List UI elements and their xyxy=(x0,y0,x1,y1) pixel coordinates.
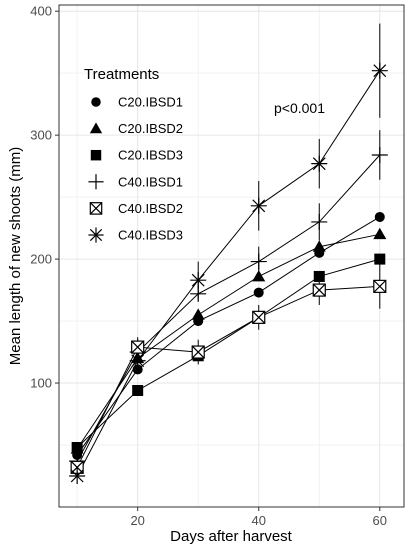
marker-circle xyxy=(253,287,264,298)
marker-triangle xyxy=(252,269,266,282)
marker-square xyxy=(132,384,144,396)
marker-asterisk xyxy=(190,272,207,289)
marker-triangle xyxy=(191,308,205,320)
marker-triangle xyxy=(373,227,387,240)
y-axis-ticks: 100 200 300 400 xyxy=(30,4,59,391)
series-line xyxy=(76,233,380,450)
marker-asterisk xyxy=(88,227,104,243)
legend-label: C40.IBSD3 xyxy=(118,228,183,243)
y-tick-label: 400 xyxy=(30,4,52,19)
x-axis-title: Days after harvest xyxy=(170,528,293,545)
panel-border xyxy=(58,4,405,508)
x-tick-label: 60 xyxy=(373,513,387,528)
marker-square xyxy=(374,253,386,265)
y-tick-label: 100 xyxy=(30,376,52,391)
x-tick-label: 40 xyxy=(252,513,266,528)
panel-background xyxy=(59,5,404,507)
marker-square-x xyxy=(373,279,387,293)
legend-label: C40.IBSD2 xyxy=(118,201,183,216)
marker-triangle xyxy=(312,240,326,252)
marker-plus xyxy=(190,285,207,302)
legend-label: C20.IBSD2 xyxy=(118,121,183,136)
marker-square-x xyxy=(131,340,145,354)
legend: Treatments C20.IBSD1 C20.IBSD2 C20.IBSD3 C4… xyxy=(84,66,183,243)
x-tick-label: 20 xyxy=(130,513,144,528)
marker-square xyxy=(71,442,83,454)
x-axis-ticks: 20 40 60 xyxy=(130,507,387,528)
series-lines xyxy=(76,70,381,477)
marker-square xyxy=(90,149,102,161)
series-line xyxy=(76,154,381,462)
series-line xyxy=(76,258,380,448)
series-line xyxy=(76,285,380,468)
marker-square-x xyxy=(252,310,266,324)
series-markers xyxy=(69,62,388,485)
legend-label: C20.IBSD3 xyxy=(118,148,183,163)
marker-plus xyxy=(371,146,388,163)
marker-asterisk xyxy=(250,197,267,214)
marker-asterisk xyxy=(69,468,86,485)
legend-title: Treatments xyxy=(84,66,159,83)
marker-circle xyxy=(132,364,143,375)
p-value-annotation: p<0.001 xyxy=(274,100,325,116)
marker-square-x xyxy=(191,345,205,359)
marker-asterisk xyxy=(311,155,328,172)
series-line xyxy=(76,216,381,456)
legend-label: C20.IBSD1 xyxy=(118,95,183,110)
marker-square-x xyxy=(89,202,103,215)
marker-plus xyxy=(250,253,267,270)
marker-circle xyxy=(91,97,101,107)
y-tick-label: 300 xyxy=(30,128,52,143)
marker-square xyxy=(313,270,325,282)
series-line xyxy=(76,70,381,477)
marker-asterisk xyxy=(129,352,146,369)
legend-label: C40.IBSD1 xyxy=(118,174,183,189)
marker-plus xyxy=(88,174,104,190)
marker-plus xyxy=(311,213,328,230)
y-tick-label: 200 xyxy=(30,252,52,267)
marker-triangle xyxy=(89,122,103,134)
marker-square-x xyxy=(312,283,326,297)
marker-asterisk xyxy=(371,62,388,79)
y-axis-title: Mean length of new shoots (mm) xyxy=(7,147,24,365)
marker-circle xyxy=(374,211,385,222)
